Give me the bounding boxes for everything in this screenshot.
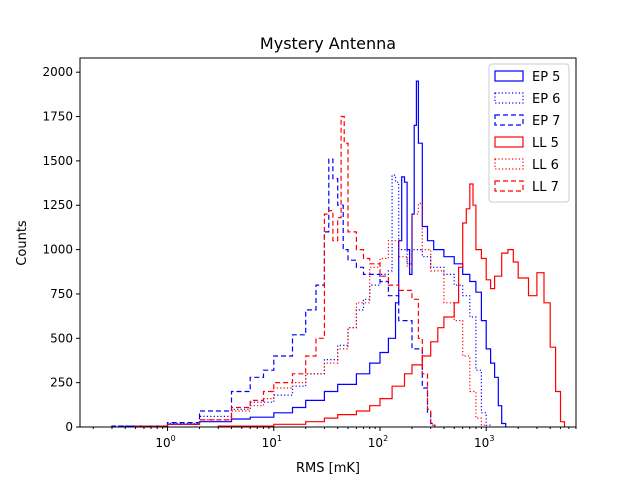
legend-swatch-ll-7 bbox=[494, 180, 524, 192]
x-tick-label: 103 bbox=[474, 434, 494, 450]
legend-swatch-ep-7 bbox=[494, 114, 524, 126]
x-tick-label: 101 bbox=[262, 434, 282, 450]
series-ep-7-line bbox=[111, 158, 436, 427]
series-ep-5-line bbox=[124, 80, 507, 427]
y-axis: 0 250 500 750 1000 1250 1500 1750 2000 bbox=[42, 65, 80, 434]
series-ll-6-line bbox=[134, 202, 486, 427]
legend-label-ll-7: LL 7 bbox=[532, 180, 559, 195]
y-tick-label: 500 bbox=[50, 331, 73, 345]
legend-label-ll-6: LL 6 bbox=[532, 158, 559, 173]
y-tick-label: 750 bbox=[50, 287, 73, 301]
y-tick-label: 1250 bbox=[42, 198, 73, 212]
y-tick-label: 1750 bbox=[42, 110, 73, 124]
x-tick-label: 102 bbox=[368, 434, 388, 450]
x-tick-label: 100 bbox=[155, 434, 175, 450]
series-ll-7-line bbox=[134, 115, 436, 427]
y-tick-label: 1000 bbox=[42, 243, 73, 257]
y-axis-label: Counts bbox=[15, 220, 30, 266]
plot-area-frame bbox=[79, 57, 577, 428]
legend-swatch-ll-6 bbox=[494, 158, 524, 170]
x-axis: 100 101 102 103 bbox=[92, 427, 577, 450]
legend: EP 5 EP 6 EP 7 LL 5 LL 6 LL 7 bbox=[488, 63, 570, 203]
y-tick-label: 2000 bbox=[42, 65, 73, 79]
series-ep-6-line bbox=[111, 174, 491, 427]
chart-title: Mystery Antenna bbox=[260, 34, 396, 53]
legend-swatch-ep-6 bbox=[494, 92, 524, 104]
y-tick-label: 1500 bbox=[42, 154, 73, 168]
x-axis-label: RMS [mK] bbox=[296, 461, 360, 476]
y-tick-label: 250 bbox=[50, 376, 73, 390]
series-ll-5-line bbox=[217, 183, 566, 427]
series-layer bbox=[111, 80, 566, 427]
legend-label-ep-6: EP 6 bbox=[532, 92, 560, 107]
legend-label-ep-5: EP 5 bbox=[532, 70, 560, 85]
legend-swatch-ep-5 bbox=[494, 70, 524, 82]
legend-label-ep-7: EP 7 bbox=[532, 114, 560, 129]
legend-swatch-ll-5 bbox=[494, 136, 524, 148]
legend-box bbox=[488, 63, 570, 203]
legend-label-ll-5: LL 5 bbox=[532, 136, 559, 151]
y-tick-label: 0 bbox=[65, 420, 73, 434]
